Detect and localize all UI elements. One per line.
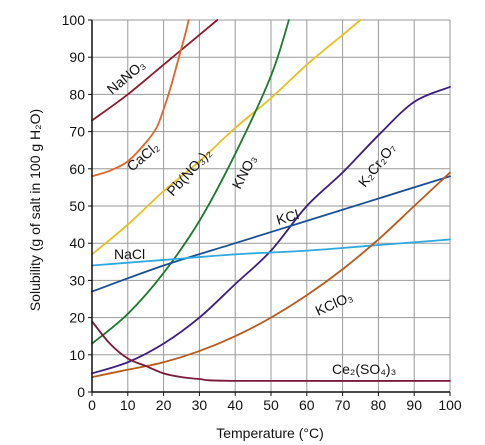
y-tick-label: 0 [77, 384, 85, 400]
y-tick-label: 40 [69, 235, 85, 251]
y-tick-label: 50 [69, 198, 85, 214]
x-tick-label: 20 [156, 397, 172, 413]
series-line-4 [91, 86, 451, 375]
x-tick-label: 60 [299, 397, 315, 413]
series-line-2 [91, 19, 362, 256]
series-line-1 [91, 19, 190, 178]
y-tick-label: 70 [69, 124, 85, 140]
y-tick-label: 80 [69, 86, 85, 102]
series-label-kcl: KCl [274, 206, 300, 228]
y-tick-label: 90 [69, 49, 85, 65]
series-line-0 [91, 19, 219, 122]
series-label-kclo3: KClO₃ [313, 288, 355, 319]
x-tick-label: 100 [438, 397, 462, 413]
tick-labels: 0 10 20 30 40 50 60 70 80 90 100 0 10 20 30 40 50 60 70 80 9… [62, 12, 462, 413]
series-label-nano3: NaNO₃ [104, 56, 148, 97]
y-tick-label: 30 [69, 272, 85, 288]
series-label-nacl: NaCl [114, 246, 145, 262]
series-line-6 [91, 238, 451, 267]
y-tick-label: 10 [69, 347, 85, 363]
x-tick-label: 90 [406, 397, 422, 413]
x-tick-label: 40 [227, 397, 243, 413]
x-axis-title: Temperature (°C) [216, 425, 324, 441]
y-tick-label: 20 [69, 310, 85, 326]
grid [92, 19, 451, 392]
x-tick-label: 70 [335, 397, 351, 413]
y-tick-label: 60 [69, 161, 85, 177]
y-axis-title: Solubility (g of salt in 100 g H₂O) [27, 109, 43, 311]
series-line-5 [91, 175, 451, 293]
x-tick-label: 0 [88, 397, 96, 413]
series-lines [91, 19, 451, 382]
x-tick-label: 50 [263, 397, 279, 413]
x-tick-label: 10 [120, 397, 136, 413]
series-label-ce2so43: Ce₂(SO₄)₃ [332, 361, 396, 377]
series-line-7 [91, 171, 451, 379]
series-label-pbno32: Pb(NO₃)₂ [163, 145, 214, 199]
series-line-8 [91, 320, 451, 382]
y-tick-label: 100 [62, 12, 86, 28]
axes [88, 19, 451, 396]
series-label-k2cr2o7: K₂Cr₂O₇ [355, 140, 399, 190]
series-line-3 [91, 19, 290, 345]
x-tick-label: 30 [192, 397, 208, 413]
x-tick-label: 80 [371, 397, 387, 413]
